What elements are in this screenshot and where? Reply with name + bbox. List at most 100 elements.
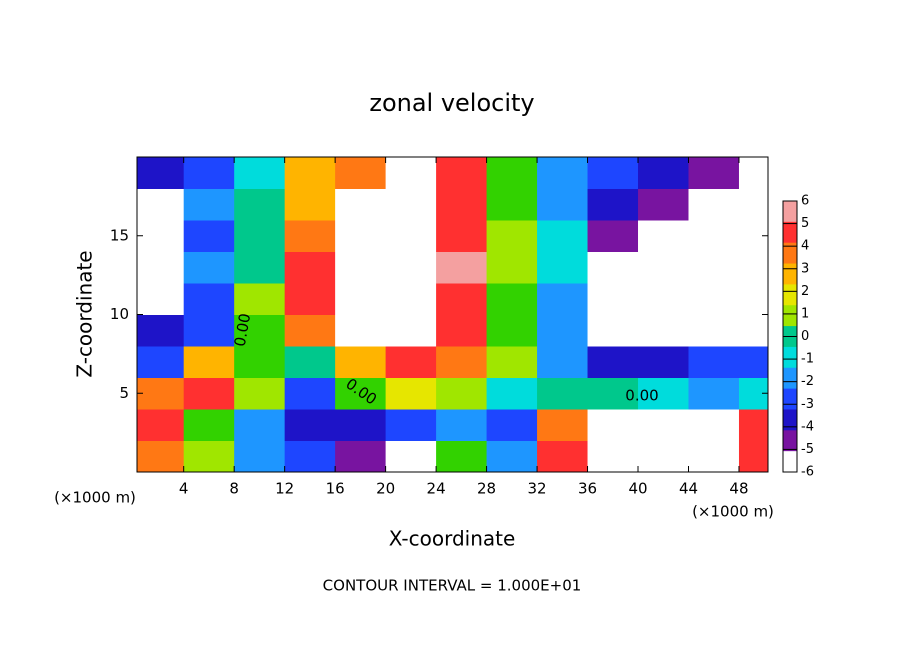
colorbar-swatch [783, 201, 797, 223]
cell [436, 346, 488, 378]
y-tick-label: 10 [110, 305, 129, 323]
cell [688, 314, 740, 347]
cell [137, 283, 185, 315]
cell [587, 220, 639, 252]
colorbar-label: 1 [801, 306, 809, 321]
colorbar-swatch [783, 409, 797, 431]
cell [638, 314, 689, 347]
cell [486, 377, 538, 410]
cell [335, 283, 387, 315]
cell [486, 440, 538, 472]
cell [537, 220, 589, 252]
cell [537, 188, 589, 221]
cell [183, 409, 235, 441]
cell [183, 188, 235, 221]
cell [688, 283, 740, 315]
cell [638, 220, 689, 252]
cell [587, 314, 639, 347]
cell [436, 157, 488, 189]
cell [284, 188, 336, 221]
cell [436, 377, 488, 410]
cell [486, 314, 538, 347]
cell [385, 220, 437, 252]
cell [183, 346, 235, 378]
y-tick-label: 5 [119, 384, 129, 402]
cell [587, 251, 639, 284]
x-unit: (×1000 m) [54, 489, 136, 507]
cell [385, 440, 437, 472]
cell [486, 251, 538, 284]
cell [436, 188, 488, 221]
cell [436, 283, 488, 315]
cell [284, 377, 336, 410]
x-tick-label: 44 [679, 480, 698, 498]
x-tick-label: 40 [628, 480, 647, 498]
cell [234, 409, 286, 441]
chart-title: zonal velocity [369, 89, 534, 117]
cell [137, 314, 185, 347]
cell [284, 157, 336, 189]
cell [537, 346, 589, 378]
colorbar-label: -2 [801, 374, 814, 389]
colorbar-label: 4 [801, 239, 809, 254]
cell [688, 188, 740, 221]
cell [137, 157, 185, 189]
cell [486, 283, 538, 315]
cell [234, 157, 286, 189]
cell [436, 440, 488, 472]
colorbar-swatch [783, 451, 797, 473]
cell [436, 251, 488, 284]
cell [688, 220, 740, 252]
cell [587, 377, 639, 410]
x-tick-label: 12 [275, 480, 294, 498]
cell [688, 440, 740, 472]
cell [284, 440, 336, 472]
colorbar-swatch [783, 284, 797, 306]
cell [486, 409, 538, 441]
cell [537, 377, 589, 410]
cell [385, 283, 437, 315]
cell [137, 188, 185, 221]
cell [137, 346, 185, 378]
cell [137, 409, 185, 441]
cell [335, 188, 387, 221]
x-unit: (×1000 m) [692, 503, 774, 521]
cell [137, 440, 185, 472]
cell [738, 346, 768, 378]
cell [638, 251, 689, 284]
x-tick-label: 16 [326, 480, 345, 498]
cell [385, 377, 437, 410]
cell [137, 220, 185, 252]
cell [486, 188, 538, 221]
x-tick-label: 4 [179, 480, 189, 498]
colorbar-swatch [783, 430, 797, 452]
cell [183, 251, 235, 284]
cell [587, 283, 639, 315]
cell [537, 440, 589, 472]
cell [234, 220, 286, 252]
cell [587, 440, 639, 472]
y-axis-label: Z-coordinate [73, 250, 97, 377]
cell [738, 440, 768, 472]
cell [234, 188, 286, 221]
colorbar-label: -6 [801, 465, 814, 480]
colorbar-label: -4 [801, 419, 814, 434]
footer: CONTOUR INTERVAL = 1.000E+01 [323, 577, 582, 595]
cell [688, 346, 740, 378]
cell [234, 251, 286, 284]
cell [537, 157, 589, 189]
contour-label: 0.00 [231, 312, 255, 348]
cell [587, 409, 639, 441]
cell [638, 283, 689, 315]
x-tick-label: 28 [477, 480, 496, 498]
cell [335, 346, 387, 378]
colorbar-swatch [783, 221, 797, 244]
colorbar-label: -3 [801, 397, 814, 412]
cell [486, 220, 538, 252]
y-tick-label: 15 [110, 226, 129, 244]
cell [738, 157, 768, 189]
cell [234, 283, 286, 315]
cell [638, 409, 689, 441]
